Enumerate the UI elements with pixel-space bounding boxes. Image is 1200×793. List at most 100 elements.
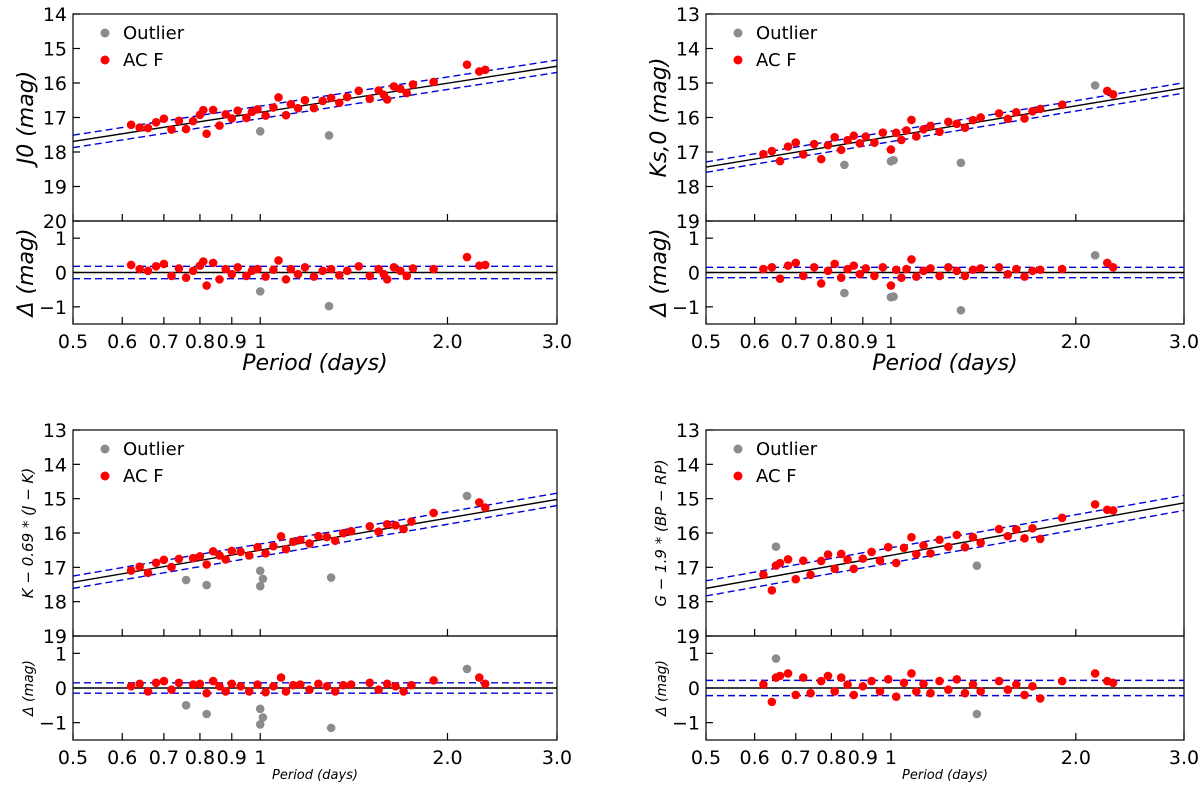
y-tick-label: 17 xyxy=(676,142,700,164)
acf-point xyxy=(365,521,375,531)
acf-point xyxy=(867,547,876,557)
residual-y-tick-label: 1 xyxy=(688,643,700,665)
acf-point-residual xyxy=(1003,685,1013,695)
acf-point xyxy=(354,86,364,96)
y-tick-label: 19 xyxy=(43,177,67,199)
acf-point xyxy=(202,129,211,139)
acf-point-residual xyxy=(907,255,916,264)
acf-point-residual xyxy=(429,264,438,274)
acf-point xyxy=(221,109,231,119)
residual-y-tick-label: −1 xyxy=(39,713,67,735)
panel-4: 0.5 0.6 0.7 0.8 0.9 1 2.0 3.0 13 14 15 16 17 18 19 −1 0 1… xyxy=(652,420,1199,783)
acf-point xyxy=(402,88,412,98)
acf-point-residual xyxy=(994,263,1004,272)
acf-point xyxy=(952,530,962,540)
y-tick-label: 18 xyxy=(676,177,700,199)
acf-point xyxy=(480,503,490,512)
acf-point xyxy=(314,531,323,541)
acf-point xyxy=(253,542,262,552)
acf-point xyxy=(244,551,254,560)
acf-point-residual xyxy=(281,687,291,696)
acf-point xyxy=(791,574,801,584)
acf-point xyxy=(389,82,399,91)
acf-point xyxy=(167,562,176,572)
acf-point-residual xyxy=(1012,264,1021,274)
acf-point-residual xyxy=(952,675,962,684)
outlier-point-residual xyxy=(326,723,336,733)
acf-point xyxy=(919,541,928,550)
residual-y-tick-label: 0 xyxy=(55,263,67,285)
acf-point-residual xyxy=(830,259,840,269)
legend-marker-acf xyxy=(100,55,110,65)
x-tick-label: 1 xyxy=(885,331,897,353)
acf-point xyxy=(474,498,484,507)
acf-point-residual xyxy=(907,669,916,678)
x-tick-label: 2.0 xyxy=(1061,747,1091,769)
acf-point-residual xyxy=(288,680,298,690)
outlier-point xyxy=(202,580,211,590)
x-tick-label: 0.7 xyxy=(781,331,811,353)
acf-point-residual xyxy=(897,273,906,282)
x-tick-label: 0.7 xyxy=(149,747,179,769)
outlier-point xyxy=(326,573,336,582)
legend: Outlier AC F xyxy=(733,23,818,71)
residual-y-tick-label: 1 xyxy=(55,643,67,665)
acf-point-residual xyxy=(926,688,935,698)
outlier-point-residual xyxy=(956,305,966,315)
acf-point xyxy=(261,111,270,120)
acf-point xyxy=(1020,114,1029,123)
legend: Outlier AC F xyxy=(100,23,185,71)
acf-point-residual xyxy=(849,261,859,270)
x-tick-label: 0.5 xyxy=(691,747,721,769)
acf-point xyxy=(1028,523,1037,533)
acf-point-residual xyxy=(858,681,868,691)
legend-label-acf: AC F xyxy=(123,466,164,487)
acf-point xyxy=(126,566,136,575)
acf-point-residual xyxy=(221,687,231,696)
acf-point-residual xyxy=(798,271,808,281)
acf-point xyxy=(816,556,826,566)
outlier-point xyxy=(255,566,265,576)
acf-point xyxy=(407,517,416,526)
acf-point-residual xyxy=(926,264,935,273)
x-tick-label: 2.0 xyxy=(432,331,462,353)
acf-point-residual xyxy=(244,687,254,696)
acf-point xyxy=(227,114,237,123)
acf-point-residual xyxy=(994,676,1004,686)
acf-point xyxy=(281,110,291,120)
acf-point-residual xyxy=(960,688,970,698)
acf-point xyxy=(855,139,865,148)
y-tick-label: 18 xyxy=(43,592,67,614)
acf-point-residual xyxy=(143,266,153,276)
acf-point-residual xyxy=(1102,258,1112,268)
acf-point xyxy=(399,524,408,534)
acf-point xyxy=(338,528,348,538)
acf-point xyxy=(875,556,885,565)
acf-point-residual xyxy=(1028,266,1037,276)
acf-point xyxy=(143,568,153,578)
acf-point-residual xyxy=(855,269,865,279)
acf-point xyxy=(836,145,846,155)
residual-y-axis-label: Δ (mag) xyxy=(654,660,670,717)
acf-point-residual xyxy=(402,271,412,281)
residual-y-tick-label: −1 xyxy=(672,297,700,319)
acf-point xyxy=(236,547,245,557)
acf-point-residual xyxy=(462,252,472,262)
acf-point-residual xyxy=(135,264,144,274)
acf-point xyxy=(907,115,916,125)
outlier-point xyxy=(258,574,268,584)
acf-point xyxy=(897,135,906,145)
acf-point xyxy=(798,150,808,159)
acf-point-residual xyxy=(902,264,911,274)
acf-point-residual xyxy=(208,676,218,686)
acf-point-residual xyxy=(305,685,314,695)
acf-point xyxy=(935,127,944,137)
acf-point xyxy=(791,138,801,147)
y-axis-label: J0 (mag) xyxy=(14,71,39,169)
fit-band-upper xyxy=(706,494,1184,582)
legend-label-acf: AC F xyxy=(123,50,164,71)
y-tick-label: 19 xyxy=(676,211,700,233)
acf-point-residual xyxy=(861,264,871,273)
acf-point-residual xyxy=(867,676,876,686)
acf-point-residual xyxy=(365,271,375,281)
